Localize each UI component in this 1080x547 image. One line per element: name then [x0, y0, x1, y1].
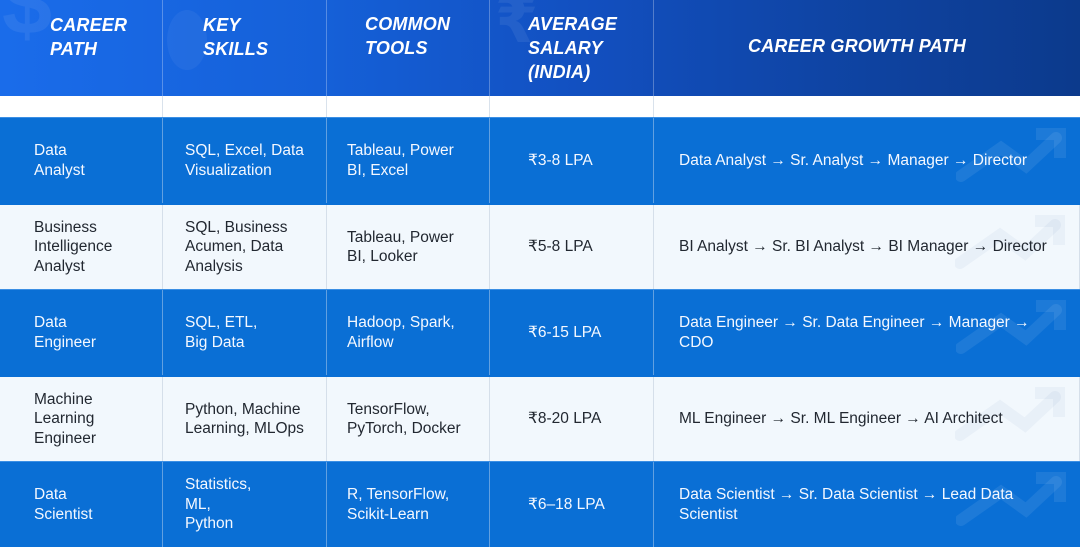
header-career-growth-path: CAREER GROWTH PATH	[654, 0, 1080, 96]
salary-text: ₹3-8 LPA	[528, 151, 593, 169]
header-key-skills: KEY SKILLS	[163, 0, 327, 96]
key-skills-text: SQL, Excel, Data Visualization	[185, 142, 304, 179]
header-average-salary: ₹ AVERAGE SALARY (INDIA)	[490, 0, 654, 96]
table-row: Machine Learning Engineer Python, Machin…	[0, 375, 1080, 461]
career-path-cell: Data Scientist	[0, 462, 163, 547]
salary-cell: ₹5-8 LPA	[490, 205, 654, 289]
growth-arrow-deco-icon	[956, 128, 1066, 182]
growth-path-text: ML Engineer → Sr. ML Engineer → AI Archi…	[679, 410, 1003, 428]
growth-arrow-deco-icon	[956, 472, 1066, 526]
key-skills-text: SQL, Business Acumen, Data Analysis	[185, 218, 288, 275]
key-skills-cell: Statistics, ML, Python	[163, 462, 327, 547]
growth-path-cell: BI Analyst → Sr. BI Analyst → BI Manager…	[654, 205, 1080, 289]
key-skills-text: Python, Machine Learning, MLOps	[185, 400, 304, 438]
growth-path-cell: Data Analyst → Sr. Analyst → Manager → D…	[654, 118, 1080, 203]
career-path-text: Data Analyst	[34, 142, 85, 179]
bulb-deco-icon	[167, 10, 207, 70]
common-tools-cell: Tableau, Power BI, Looker	[327, 205, 490, 289]
header-common-tools: COMMON TOOLS	[327, 0, 490, 96]
key-skills-text: Statistics, ML, Python	[185, 476, 252, 533]
career-path-text: Data Scientist	[34, 486, 93, 523]
common-tools-cell: Hadoop, Spark, Airflow	[327, 290, 490, 375]
career-path-cell: Data Analyst	[0, 118, 163, 203]
growth-path-text: Data Analyst → Sr. Analyst → Manager → D…	[679, 151, 1028, 169]
common-tools-cell: TensorFlow, PyTorch, Docker	[327, 377, 490, 461]
dollar-deco-icon: $	[2, 0, 53, 54]
career-path-text: Machine Learning Engineer	[34, 390, 97, 447]
header-career-path: $ CAREER PATH	[0, 0, 163, 96]
career-path-text: Data Engineer	[34, 314, 97, 351]
salary-text: ₹5-8 LPA	[528, 238, 593, 256]
key-skills-cell: Python, Machine Learning, MLOps	[163, 377, 327, 461]
common-tools-text: TensorFlow, PyTorch, Docker	[347, 400, 461, 438]
salary-text: ₹8-20 LPA	[528, 410, 602, 428]
growth-path-text: Data Scientist → Sr. Data Scientist → Le…	[679, 486, 1014, 523]
key-skills-cell: SQL, Excel, Data Visualization	[163, 118, 327, 203]
common-tools-text: Tableau, Power BI, Excel	[347, 142, 454, 179]
growth-path-cell: Data Scientist → Sr. Data Scientist → Le…	[654, 462, 1080, 547]
key-skills-cell: SQL, Business Acumen, Data Analysis	[163, 205, 327, 289]
header-label: KEY SKILLS	[203, 15, 269, 59]
growth-arrow-deco-icon	[955, 215, 1065, 269]
career-path-text: Business Intelligence Analyst	[34, 218, 113, 275]
growth-arrow-deco-icon	[956, 300, 1066, 354]
table-row: Data Scientist Statistics, ML, Python R,…	[0, 461, 1080, 547]
career-path-cell: Machine Learning Engineer	[0, 377, 163, 461]
salary-cell: ₹6-15 LPA	[490, 290, 654, 375]
growth-path-cell: ML Engineer → Sr. ML Engineer → AI Archi…	[654, 377, 1080, 461]
common-tools-cell: Tableau, Power BI, Excel	[327, 118, 490, 203]
table-row: Data Engineer SQL, ETL, Big Data Hadoop,…	[0, 289, 1080, 375]
header-label: CAREER GROWTH PATH	[748, 36, 966, 56]
common-tools-text: Tableau, Power BI, Looker	[347, 228, 454, 266]
career-path-cell: Data Engineer	[0, 290, 163, 375]
key-skills-text: SQL, ETL, Big Data	[185, 314, 258, 351]
common-tools-text: Hadoop, Spark, Airflow	[347, 314, 455, 351]
table-header: $ CAREER PATH KEY SKILLS COMMON TOOLS ₹ …	[0, 0, 1080, 96]
header-label: AVERAGE SALARY (INDIA)	[528, 14, 618, 82]
table-row: Business Intelligence Analyst SQL, Busin…	[0, 203, 1080, 289]
growth-arrow-deco-icon	[955, 387, 1065, 441]
salary-cell: ₹6–18 LPA	[490, 462, 654, 547]
key-skills-cell: SQL, ETL, Big Data	[163, 290, 327, 375]
salary-cell: ₹8-20 LPA	[490, 377, 654, 461]
header-label: CAREER PATH	[50, 15, 128, 59]
salary-text: ₹6-15 LPA	[528, 323, 602, 341]
common-tools-text: R, TensorFlow, Scikit-Learn	[347, 486, 450, 523]
common-tools-cell: R, TensorFlow, Scikit-Learn	[327, 462, 490, 547]
growth-path-text: BI Analyst → Sr. BI Analyst → BI Manager…	[679, 238, 1047, 256]
career-path-cell: Business Intelligence Analyst	[0, 205, 163, 289]
table-row: Data Analyst SQL, Excel, Data Visualizat…	[0, 117, 1080, 203]
header-spacer	[0, 96, 1080, 117]
salary-text: ₹6–18 LPA	[528, 495, 605, 513]
growth-path-cell: Data Engineer → Sr. Data Engineer → Mana…	[654, 290, 1080, 375]
salary-cell: ₹3-8 LPA	[490, 118, 654, 203]
growth-path-text: Data Engineer → Sr. Data Engineer → Mana…	[679, 314, 1030, 351]
header-label: COMMON TOOLS	[365, 14, 451, 58]
